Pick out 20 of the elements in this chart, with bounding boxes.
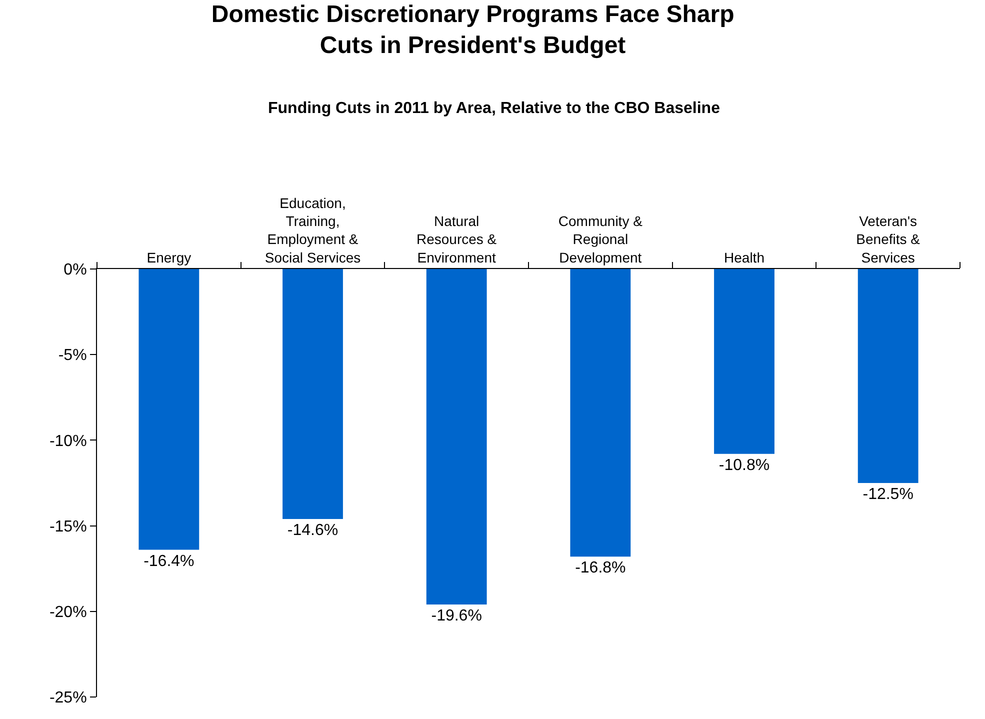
y-tick-label: -10%: [49, 432, 87, 450]
y-tick-label: -15%: [49, 518, 87, 536]
x-tick-label: Education, Training, Employment & Social Services: [264, 194, 361, 266]
y-tick-label: -20%: [49, 604, 87, 621]
data-label: -10.8%: [718, 456, 770, 474]
data-label: -14.6%: [287, 522, 338, 539]
x-tick-label: Health: [724, 249, 764, 266]
x-tick-label: Energy: [146, 249, 192, 266]
data-label: -16.4%: [144, 552, 194, 570]
chart-title: Domestic Discretionary Programs Face Sharp Cuts in President's Budget: [211, 1, 734, 60]
data-label: -16.8%: [575, 560, 626, 577]
chart-subtitle: Funding Cuts in 2011 by Area, Relative to the CBO Baseline: [268, 100, 720, 117]
x-tick-label: Community & Regional Development: [558, 213, 644, 266]
data-label: -12.5%: [862, 486, 914, 503]
y-tick-label: -5%: [58, 347, 87, 364]
y-tick-label: 0%: [64, 262, 87, 279]
data-label: -19.6%: [431, 608, 482, 625]
x-tick-label: Natural Resources & Environment: [416, 213, 498, 266]
y-tick-label: -25%: [49, 690, 87, 707]
x-tick-label: Veteran's Benefits & Services: [856, 213, 921, 266]
